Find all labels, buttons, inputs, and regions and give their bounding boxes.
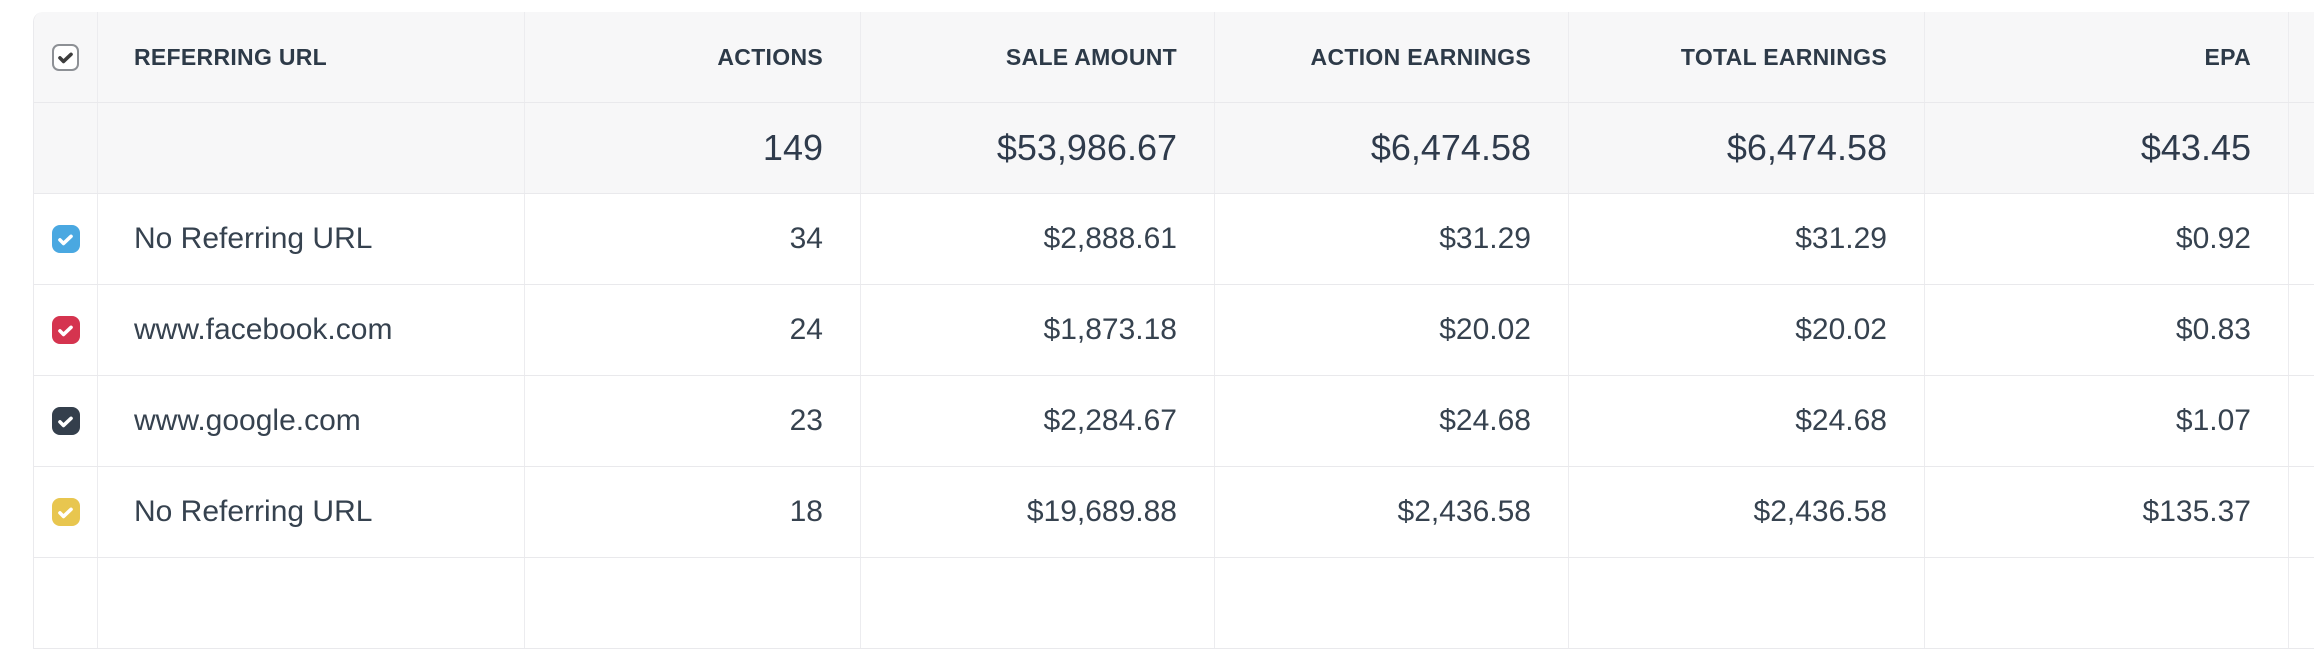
sale-amount-cell: $2,284.67 (861, 376, 1215, 466)
total-earnings-cell: $31.29 (1569, 194, 1925, 284)
table-row-partial (34, 558, 2314, 649)
check-icon (58, 416, 73, 427)
column-header-epa[interactable]: EPA (1925, 12, 2289, 102)
total-earnings-cell: $20.02 (1569, 285, 1925, 375)
row-checkbox-cell (34, 467, 98, 557)
totals-actions: 149 (525, 103, 861, 193)
row-extra-cell (2289, 467, 2314, 557)
total-earnings-cell: $24.68 (1569, 376, 1925, 466)
actions-cell: 34 (525, 194, 861, 284)
row-checkbox-cell (34, 285, 98, 375)
action-earnings-cell: $2,436.58 (1215, 467, 1569, 557)
action-earnings-cell: $31.29 (1215, 194, 1569, 284)
action-earnings-cell: $20.02 (1215, 285, 1569, 375)
column-header-actions[interactable]: ACTIONS (525, 12, 861, 102)
table-row: www.facebook.com 24 $1,873.18 $20.02 $20… (34, 285, 2314, 376)
table-header-row: REFERRING URL ACTIONS SALE AMOUNT ACTION… (34, 12, 2314, 103)
check-icon (58, 234, 73, 245)
column-header-referring-url[interactable]: REFERRING URL (98, 12, 525, 102)
actions-cell: 18 (525, 467, 861, 557)
totals-sale-amount: $53,986.67 (861, 103, 1215, 193)
totals-total-earnings: $6,474.58 (1569, 103, 1925, 193)
row-checkbox[interactable] (51, 316, 80, 344)
check-icon (58, 507, 73, 518)
referring-url-report-table: REFERRING URL ACTIONS SALE AMOUNT ACTION… (33, 12, 2314, 649)
check-icon (58, 325, 73, 336)
totals-epa: $43.45 (1925, 103, 2289, 193)
row-extra-cell (2289, 376, 2314, 466)
epa-cell: $0.83 (1925, 285, 2289, 375)
row-checkbox[interactable] (51, 225, 80, 253)
header-extra-cell (2289, 12, 2314, 102)
table-row: No Referring URL 18 $19,689.88 $2,436.58… (34, 467, 2314, 558)
sale-amount-cell: $19,689.88 (861, 467, 1215, 557)
column-header-action-earnings[interactable]: ACTION EARNINGS (1215, 12, 1569, 102)
totals-checkbox-cell (34, 103, 98, 193)
table-row: No Referring URL 34 $2,888.61 $31.29 $31… (34, 194, 2314, 285)
referring-url-cell: www.facebook.com (98, 285, 525, 375)
select-all-cell (34, 12, 98, 102)
totals-extra-cell (2289, 103, 2314, 193)
action-earnings-cell: $24.68 (1215, 376, 1569, 466)
column-header-total-earnings[interactable]: TOTAL EARNINGS (1569, 12, 1925, 102)
table-row: www.google.com 23 $2,284.67 $24.68 $24.6… (34, 376, 2314, 467)
select-all-checkbox[interactable] (52, 43, 79, 71)
totals-row: 149 $53,986.67 $6,474.58 $6,474.58 $43.4… (34, 103, 2314, 194)
referring-url-cell: No Referring URL (98, 194, 525, 284)
row-extra-cell (2289, 194, 2314, 284)
actions-cell: 24 (525, 285, 861, 375)
referring-url-cell: No Referring URL (98, 467, 525, 557)
row-extra-cell (2289, 285, 2314, 375)
actions-cell: 23 (525, 376, 861, 466)
totals-action-earnings: $6,474.58 (1215, 103, 1569, 193)
row-checkbox-cell (34, 376, 98, 466)
epa-cell: $1.07 (1925, 376, 2289, 466)
epa-cell: $135.37 (1925, 467, 2289, 557)
sale-amount-cell: $2,888.61 (861, 194, 1215, 284)
referring-url-cell: www.google.com (98, 376, 525, 466)
sale-amount-cell: $1,873.18 (861, 285, 1215, 375)
table-body: No Referring URL 34 $2,888.61 $31.29 $31… (34, 194, 2314, 558)
total-earnings-cell: $2,436.58 (1569, 467, 1925, 557)
row-checkbox-cell (34, 194, 98, 284)
epa-cell: $0.92 (1925, 194, 2289, 284)
totals-referring-url-cell (98, 103, 525, 193)
column-header-sale-amount[interactable]: SALE AMOUNT (861, 12, 1215, 102)
row-checkbox[interactable] (51, 407, 80, 435)
check-icon (58, 52, 73, 63)
row-checkbox[interactable] (51, 498, 80, 526)
